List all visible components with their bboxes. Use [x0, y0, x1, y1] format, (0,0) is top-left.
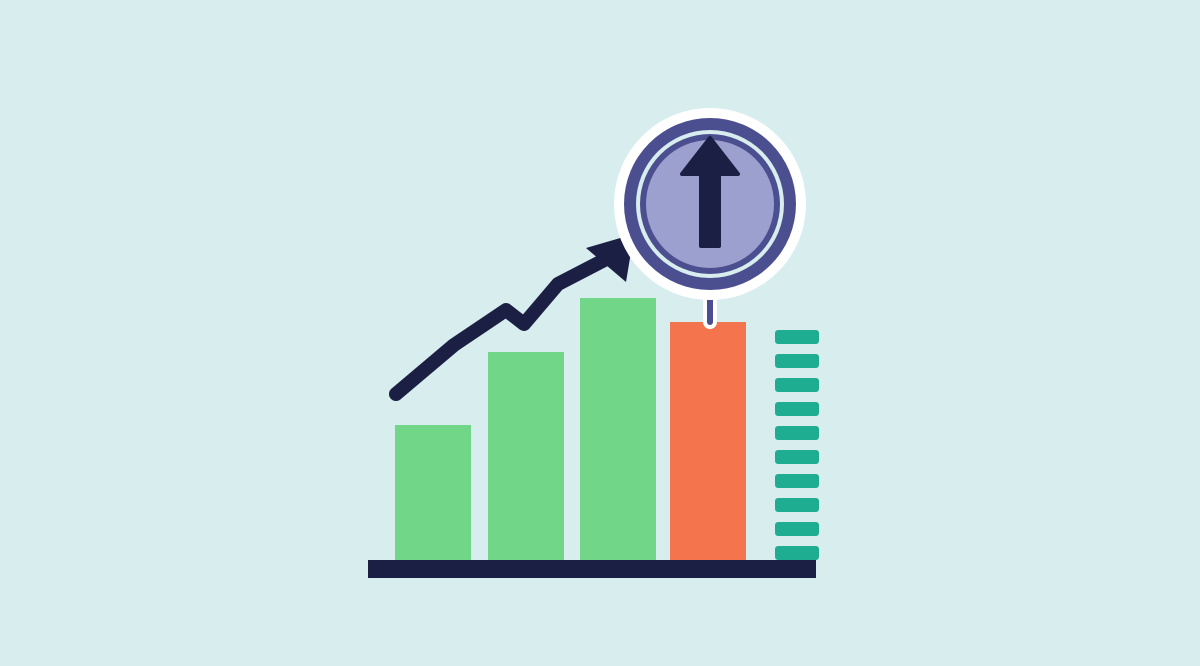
bar	[670, 322, 746, 560]
scale-mark	[775, 330, 819, 344]
scale-mark	[775, 378, 819, 392]
bar	[395, 425, 471, 560]
up-arrow-badge	[614, 108, 806, 300]
scale-mark	[775, 426, 819, 440]
infographic-canvas	[0, 0, 1200, 666]
scale-mark	[775, 354, 819, 368]
scale-mark	[775, 474, 819, 488]
scale-mark	[775, 522, 819, 536]
scale-mark	[775, 498, 819, 512]
bar	[488, 352, 564, 560]
bar	[580, 298, 656, 560]
growth-chart-infographic	[0, 0, 1200, 666]
chart-base	[368, 560, 816, 578]
scale-mark	[775, 546, 819, 560]
scale-mark	[775, 450, 819, 464]
scale-mark	[775, 402, 819, 416]
